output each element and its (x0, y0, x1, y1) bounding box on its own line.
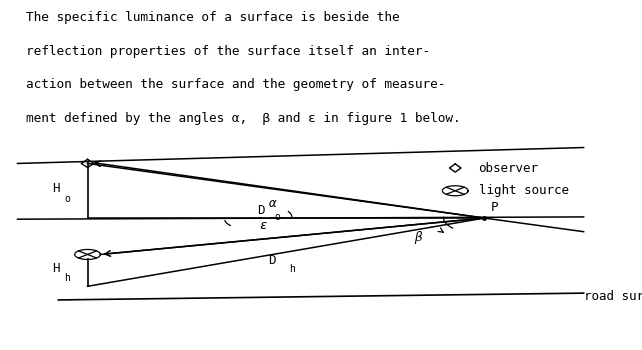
Text: action between the surface and the geometry of measure-: action between the surface and the geome… (26, 78, 445, 91)
Text: ment defined by the angles α,  β and ε in figure 1 below.: ment defined by the angles α, β and ε in… (26, 112, 460, 125)
Text: light source: light source (478, 184, 569, 197)
Text: H: H (52, 182, 59, 195)
Text: ε: ε (260, 219, 267, 232)
Text: o: o (274, 212, 280, 222)
Text: The specific luminance of a surface is beside the: The specific luminance of a surface is b… (26, 11, 399, 24)
Text: reflection properties of the surface itself an inter-: reflection properties of the surface its… (26, 45, 429, 58)
Text: β: β (414, 231, 422, 244)
Text: h: h (64, 273, 70, 284)
Text: o: o (64, 194, 70, 204)
Text: P: P (490, 201, 498, 214)
Text: H: H (52, 261, 59, 275)
Text: observer: observer (478, 161, 539, 175)
Text: D: D (257, 203, 265, 217)
Text: D: D (268, 253, 276, 267)
Text: road surface: road surface (584, 290, 642, 303)
Text: h: h (289, 264, 295, 273)
Text: α: α (268, 197, 276, 210)
